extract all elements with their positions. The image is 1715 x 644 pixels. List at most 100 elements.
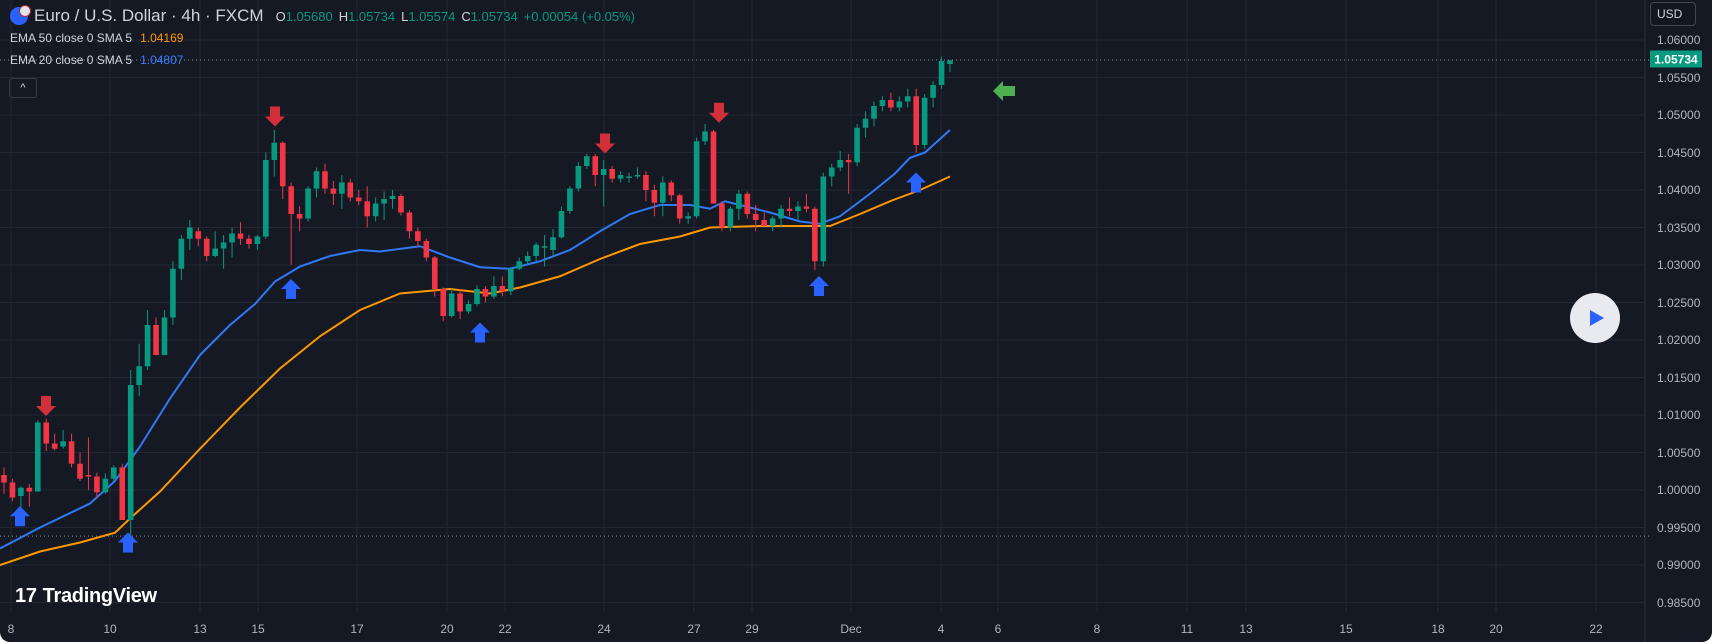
tradingview-logo-text: TradingView — [42, 585, 157, 607]
low-label: L — [401, 8, 409, 24]
low-value: 1.05574 — [408, 8, 456, 24]
play-icon — [1590, 310, 1604, 326]
high-value: 1.05734 — [348, 8, 396, 24]
candle-body — [778, 208, 784, 219]
candle-body — [161, 317, 168, 355]
time-tick-label: 27 — [687, 622, 701, 636]
eur-usd-flag-icon — [10, 5, 31, 25]
candle-body — [339, 182, 345, 194]
candle-body — [482, 289, 489, 297]
buy-arrow-icon — [809, 276, 829, 296]
play-button[interactable] — [1570, 293, 1620, 343]
candle-body — [634, 175, 641, 177]
price-tick-label: 0.98500 — [1657, 595, 1701, 610]
candle-body — [170, 268, 176, 318]
candle-body — [178, 238, 185, 269]
candle-body — [60, 441, 66, 447]
candle-body — [719, 203, 725, 228]
ema20-value: 1.04807 — [140, 53, 184, 67]
candle-body — [854, 127, 860, 163]
candle-body — [423, 241, 430, 258]
candle-body — [1, 475, 7, 483]
sell-arrow-icon — [595, 133, 615, 154]
time-tick-label: 8 — [7, 622, 15, 636]
candle-body — [845, 160, 852, 163]
candle-body — [702, 131, 708, 142]
candle-body — [575, 166, 582, 189]
candle-body — [51, 443, 58, 449]
candle-body — [431, 257, 438, 289]
indicator-ema20[interactable]: EMA 20 close 0 SMA 5 1.04807 — [10, 49, 635, 71]
indicator-ema50[interactable]: EMA 50 close 0 SMA 5 1.04169 — [10, 27, 635, 49]
time-tick-label: 29 — [745, 622, 759, 636]
candle-body — [94, 476, 100, 493]
candle-body — [246, 238, 252, 244]
price-tick-label: 0.99000 — [1657, 558, 1701, 572]
candle-body — [828, 167, 835, 177]
candle-body — [381, 199, 387, 204]
tradingview-logo-icon: 17 — [15, 585, 37, 607]
price-tick-label: 1.01000 — [1657, 408, 1701, 422]
price-tick-label: 1.03500 — [1657, 220, 1701, 235]
candle-body — [85, 475, 92, 477]
close-value: 1.05734 — [470, 8, 518, 24]
open-value: 1.05680 — [285, 8, 333, 24]
candle-body — [229, 233, 235, 243]
candle-body — [660, 182, 666, 203]
price-tick-label: 1.02000 — [1657, 333, 1701, 347]
candle-body — [347, 182, 354, 198]
candle-body — [752, 214, 759, 220]
candle-body — [43, 422, 50, 444]
candle-body — [626, 176, 632, 178]
candle-body — [930, 85, 936, 98]
candle-body — [921, 97, 928, 145]
time-tick-label: 18 — [1431, 622, 1445, 636]
candle-body — [643, 175, 649, 190]
price-tick-label: 1.04000 — [1657, 183, 1701, 197]
high-label: H — [338, 8, 349, 24]
time-tick-label: 20 — [440, 622, 454, 636]
candle-body — [888, 100, 894, 108]
time-tick-label: 13 — [1239, 622, 1253, 636]
candle-body — [389, 196, 396, 199]
symbol-title[interactable]: Euro / U.S. Dollar · 4h · FXCM — [34, 6, 264, 25]
candle-body — [676, 195, 683, 219]
candle-body — [837, 160, 843, 168]
candle-body — [34, 422, 41, 492]
candle-body — [727, 208, 734, 228]
candle-body — [212, 248, 218, 256]
candle-body — [516, 261, 523, 269]
candle-body — [144, 325, 151, 367]
candle-body — [279, 142, 286, 187]
candle-body — [567, 188, 573, 211]
candle-body — [668, 182, 675, 196]
buy-arrow-icon — [118, 532, 138, 553]
candle-body — [744, 193, 751, 214]
collapse-legend-button[interactable]: ^ — [9, 78, 37, 98]
price-tick-label: 1.05000 — [1657, 108, 1701, 122]
candle-body — [322, 171, 328, 189]
candle-body — [584, 156, 590, 166]
currency-button[interactable]: USD — [1650, 2, 1696, 26]
price-tick-label: 1.06000 — [1657, 33, 1701, 47]
candle-body — [507, 268, 514, 292]
candle-body — [195, 231, 202, 239]
buy-arrow-icon — [470, 322, 490, 343]
candle-body — [465, 304, 472, 312]
candle-body — [736, 193, 742, 209]
candle-body — [541, 246, 548, 248]
time-tick-label: 22 — [1589, 622, 1603, 636]
candle-body — [372, 203, 379, 217]
candle-body — [330, 188, 337, 194]
price-tick-label: 0.99500 — [1657, 520, 1701, 535]
buy-arrow-icon — [906, 172, 926, 193]
time-tick-label: 22 — [498, 622, 512, 636]
candle-body — [153, 325, 159, 355]
candle-body — [592, 156, 599, 175]
sell-arrow-icon — [265, 106, 285, 127]
candle-body — [879, 100, 886, 106]
tradingview-logo[interactable]: 17 TradingView — [15, 585, 157, 608]
candle-body — [237, 233, 244, 239]
